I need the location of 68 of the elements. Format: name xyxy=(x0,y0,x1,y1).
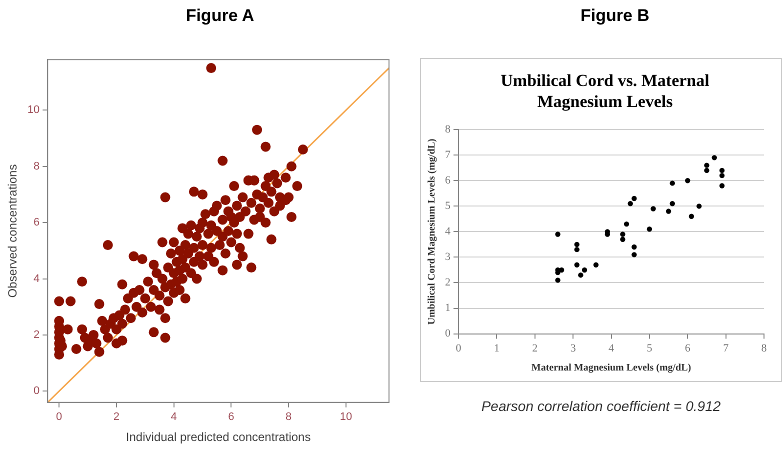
y-axis-title: Umbilical Cord Magnesium Levels (mg/dL) xyxy=(426,138,438,325)
x-axis-title: Individual predicted concentrations xyxy=(126,430,311,444)
point xyxy=(685,178,690,184)
y-tick-label: 3 xyxy=(445,251,451,264)
y-tick-label: 0 xyxy=(445,328,451,340)
point xyxy=(582,267,588,273)
point xyxy=(593,262,599,268)
x-tick-label: 4 xyxy=(170,411,177,424)
chart-title: Figure A xyxy=(184,6,256,26)
point xyxy=(688,214,694,219)
point xyxy=(704,162,710,168)
point xyxy=(704,168,710,174)
x-axis-title: Maternal Magnesium Levels (mg/dL) xyxy=(531,362,692,374)
y-tick-label: 7 xyxy=(445,149,451,162)
point xyxy=(620,236,626,242)
x-tick-label: 4 xyxy=(608,342,614,354)
y-tick-label: 2 xyxy=(445,276,450,289)
point xyxy=(719,168,725,174)
y-axis-title: Observed concentrations xyxy=(6,164,20,298)
x-tick-label: 3 xyxy=(570,342,576,354)
text: Pearson correlation coefficient = 0.912 xyxy=(480,398,722,414)
point xyxy=(628,201,633,206)
y-tick-label: 1 xyxy=(445,302,450,314)
point xyxy=(574,242,580,248)
point xyxy=(670,201,675,206)
chart-subtitle: Umbilical Cord vs. Maternal Magnesium Levels xyxy=(500,70,710,112)
point xyxy=(670,180,675,186)
y-tick-label: 8 xyxy=(445,123,451,136)
x-tick-label: 0 xyxy=(456,342,462,354)
x-tick-label: 6 xyxy=(228,411,234,424)
point xyxy=(624,221,630,227)
x-tick-label: 1 xyxy=(494,342,500,354)
y-tick-label: 4 xyxy=(445,226,451,238)
x-tick-label: 5 xyxy=(646,342,653,354)
x-tick-label: 2 xyxy=(113,411,120,424)
x-tick-label: 7 xyxy=(723,342,730,354)
point xyxy=(559,267,564,273)
y-tick-label: 5 xyxy=(445,200,451,212)
point xyxy=(632,252,637,258)
point xyxy=(719,172,725,178)
point xyxy=(632,196,637,202)
chart-title: Figure B xyxy=(580,6,650,26)
point xyxy=(578,272,584,278)
x-tick-label: 8 xyxy=(286,411,292,424)
y-tick-label: 2 xyxy=(34,328,40,341)
y-tick-label: 8 xyxy=(34,160,40,172)
y-tick-label: 0 xyxy=(34,385,40,398)
x-tick-label: 0 xyxy=(56,411,62,424)
point xyxy=(646,226,652,232)
point xyxy=(574,262,580,268)
x-tick-label: 2 xyxy=(532,342,538,354)
y-tick-label: 6 xyxy=(34,216,40,229)
point xyxy=(555,278,560,283)
point xyxy=(574,246,580,252)
y-tick-label: 10 xyxy=(27,104,40,116)
point xyxy=(555,232,560,237)
x-tick-label: 6 xyxy=(684,342,691,354)
point xyxy=(719,183,725,188)
point xyxy=(696,204,702,209)
point xyxy=(632,244,637,250)
point xyxy=(620,232,626,237)
point xyxy=(650,206,656,212)
y-tick-label: 6 xyxy=(445,174,451,187)
y-tick-label: 4 xyxy=(34,272,40,285)
x-tick-label: 10 xyxy=(340,411,352,424)
point xyxy=(712,155,717,160)
point xyxy=(666,208,672,214)
x-tick-label: 8 xyxy=(761,342,768,354)
